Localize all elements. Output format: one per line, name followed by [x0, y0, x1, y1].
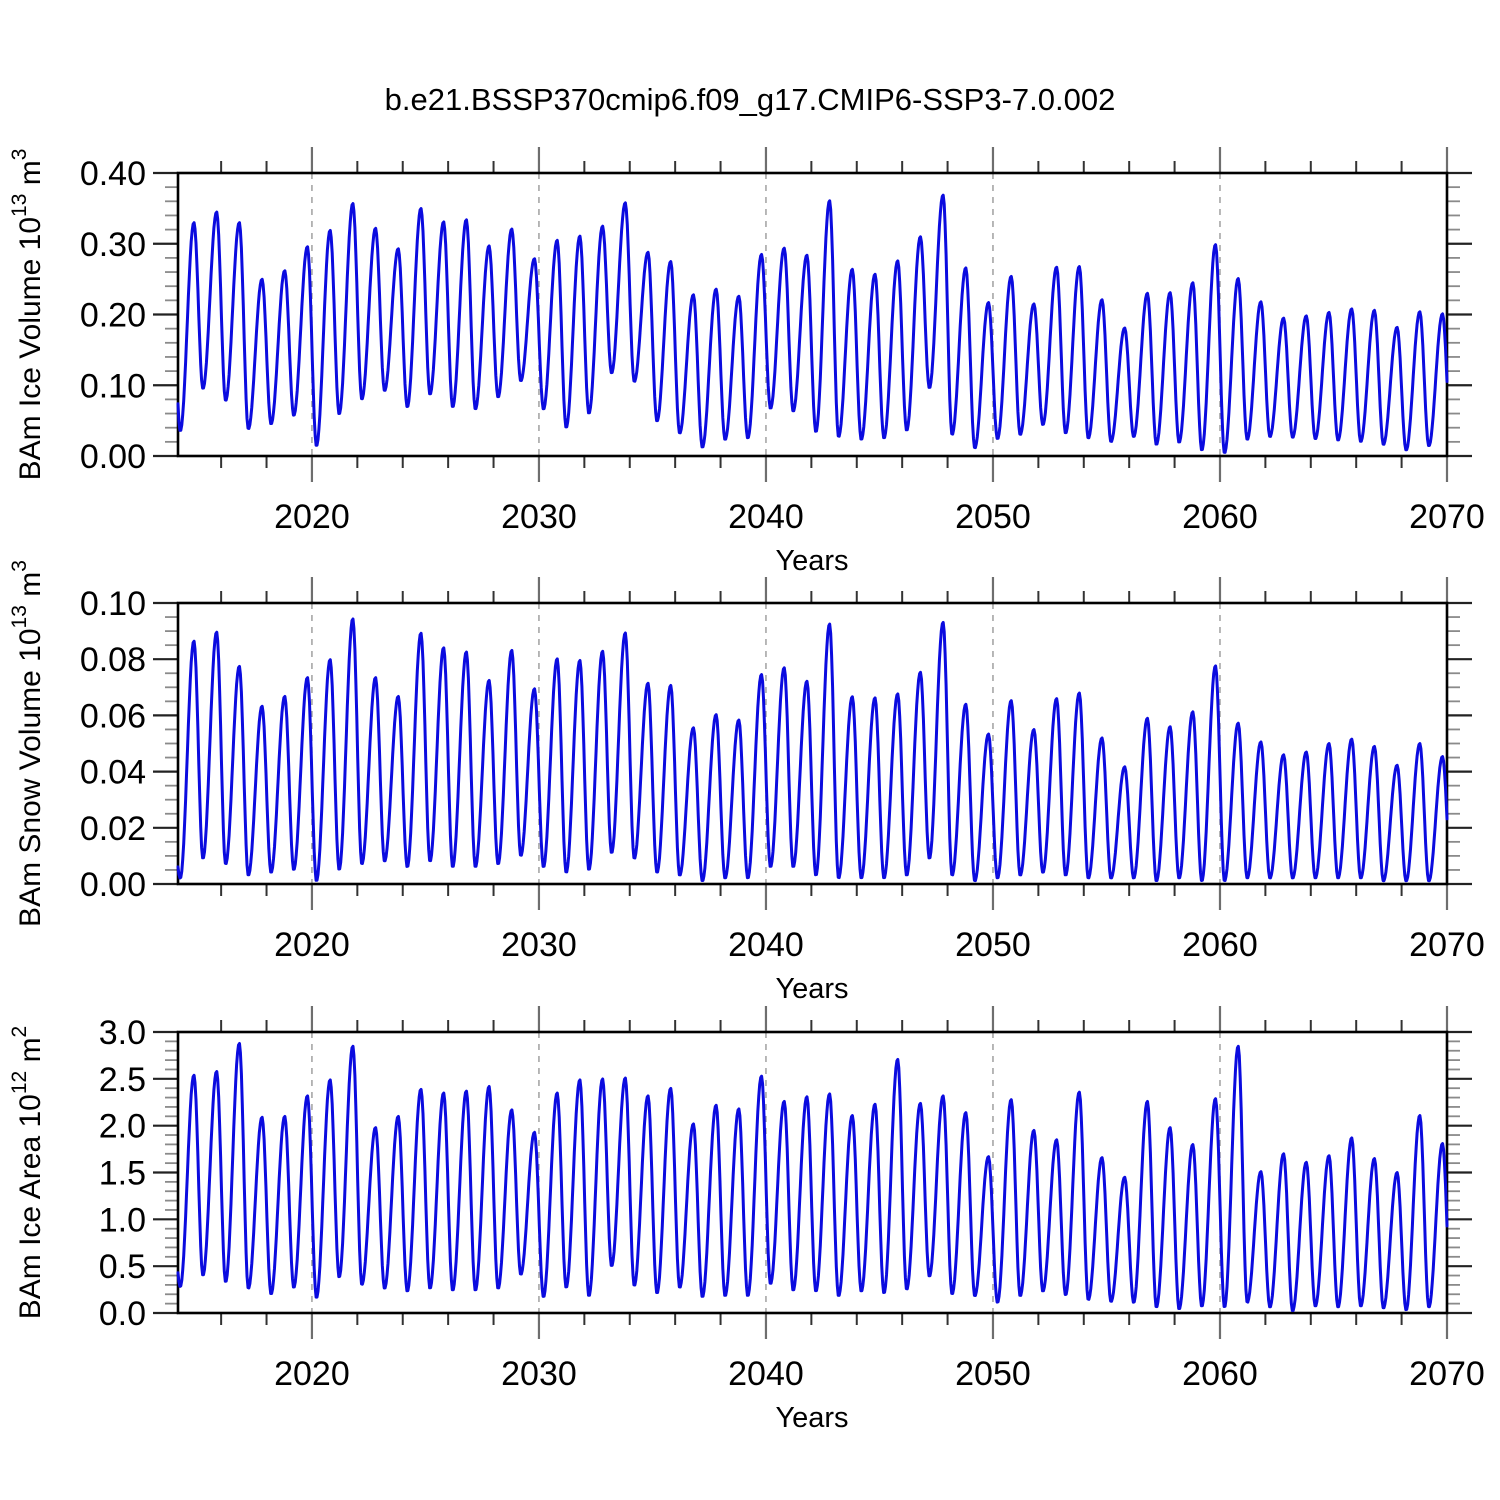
y-tick-label: 2.0 — [99, 1108, 146, 1146]
xaxis-label-ice-volume: Years — [775, 545, 848, 577]
figure-title: b.e21.BSSP370cmip6.f09_g17.CMIP6-SSP3-7.… — [385, 82, 1116, 117]
x-tick-label: 2060 — [1182, 498, 1258, 536]
y-tick-label: 0.06 — [80, 697, 146, 735]
xaxis-label-snow-volume: Years — [775, 973, 848, 1005]
series-line-snow-volume — [176, 617, 1449, 883]
y-tick-label: 0.10 — [80, 367, 146, 405]
series-line-ice-area — [176, 1042, 1449, 1312]
x-tick-label: 2040 — [728, 926, 804, 964]
x-tick-label: 2040 — [728, 1355, 804, 1393]
y-tick-label: 0.00 — [80, 866, 146, 904]
panel-ice-area: 0.0 0.5 1.0 1.5 2.0 2.5 3.0 2020 2030 2040 2050 206… — [8, 1006, 1485, 1393]
series-line-ice-volume — [176, 193, 1449, 454]
panel-ice-volume: 0.00 0.10 0.20 0.30 0.40 2020 2030 2040 2050 2060… — [8, 147, 1485, 536]
y-axis-title: BAm Ice Area 1012 m2 — [8, 1026, 47, 1320]
x-tick-label: 2070 — [1409, 1355, 1485, 1393]
xaxis-label-ice-area: Years — [775, 1402, 848, 1434]
panels-layer: 0.00 0.10 0.20 0.30 0.40 2020 2030 2040 2050 2060… — [8, 147, 1485, 1393]
plot-box — [176, 171, 1449, 458]
x-tick-label: 2070 — [1409, 498, 1485, 536]
y-tick-label: 1.5 — [99, 1155, 146, 1193]
y-tick-label: 0.08 — [80, 641, 146, 679]
y-tick-label: 0.00 — [80, 438, 146, 476]
x-tick-label: 2050 — [955, 498, 1031, 536]
x-tick-label: 2020 — [274, 926, 350, 964]
y-tick-label: 0.40 — [80, 155, 146, 193]
y-tick-label: 0.10 — [80, 585, 146, 623]
panel-snow-volume: 0.00 0.02 0.04 0.06 0.08 0.10 2020 2030 2040 2050… — [8, 560, 1485, 964]
y-tick-label: 3.0 — [99, 1014, 146, 1052]
y-tick-label: 0.30 — [80, 226, 146, 264]
plot-box — [176, 1030, 1449, 1315]
y-tick-label: 1.0 — [99, 1201, 146, 1239]
x-tick-label: 2050 — [955, 926, 1031, 964]
x-tick-label: 2020 — [274, 1355, 350, 1393]
x-tick-label: 2070 — [1409, 926, 1485, 964]
y-tick-label: 2.5 — [99, 1061, 146, 1099]
y-tick-label: 0.04 — [80, 754, 146, 792]
x-tick-label: 2030 — [501, 926, 577, 964]
plot-box — [176, 601, 1449, 886]
x-tick-label: 2020 — [274, 498, 350, 536]
y-tick-label: 0.02 — [80, 810, 146, 848]
y-tick-label: 0.0 — [99, 1295, 146, 1333]
y-tick-label: 0.20 — [80, 297, 146, 335]
x-tick-label: 2050 — [955, 1355, 1031, 1393]
y-axis-title: BAm Ice Volume 1013 m3 — [8, 149, 47, 481]
x-tick-label: 2030 — [501, 498, 577, 536]
x-tick-label: 2030 — [501, 1355, 577, 1393]
x-tick-label: 2060 — [1182, 1355, 1258, 1393]
y-tick-label: 0.5 — [99, 1248, 146, 1286]
x-tick-label: 2060 — [1182, 926, 1258, 964]
x-tick-label: 2040 — [728, 498, 804, 536]
y-axis-title: BAm Snow Volume 1013 m3 — [8, 560, 47, 927]
